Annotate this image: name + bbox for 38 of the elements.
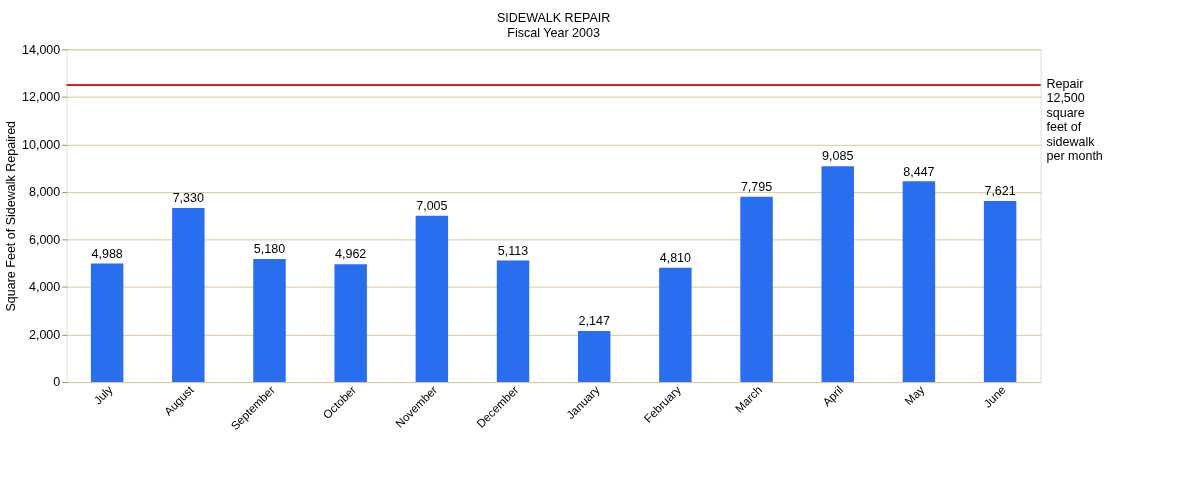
y-tick-label: 14,000 bbox=[22, 42, 61, 57]
data-label: 5,180 bbox=[253, 242, 286, 257]
y-tick-label: 10,000 bbox=[22, 137, 61, 152]
y-tick-label: 6,000 bbox=[28, 232, 61, 247]
chart-subtitle: Fiscal Year 2003 bbox=[507, 25, 600, 40]
y-tick-label: 12,000 bbox=[22, 90, 61, 105]
y-tick-label: 8,000 bbox=[28, 185, 61, 200]
bar bbox=[253, 259, 286, 383]
data-label: 4,810 bbox=[659, 251, 692, 266]
data-label: 7,621 bbox=[984, 184, 1016, 199]
data-label: 7,330 bbox=[172, 191, 205, 206]
y-tick-label: 0 bbox=[53, 375, 61, 390]
bar bbox=[172, 207, 205, 383]
y-tick-label: 4,000 bbox=[28, 280, 61, 295]
bar bbox=[983, 200, 1017, 383]
bar bbox=[496, 260, 530, 383]
data-label: 9,085 bbox=[822, 149, 854, 164]
bar bbox=[334, 264, 367, 383]
ref-line-label: Repair 12,500 square feet of sidewalk per month bbox=[1046, 76, 1103, 164]
chart-title: SIDEWALK REPAIR bbox=[496, 11, 611, 26]
data-label: 8,447 bbox=[903, 164, 935, 179]
bar bbox=[577, 331, 611, 383]
data-label: 4,962 bbox=[335, 247, 367, 262]
data-label: 2,147 bbox=[578, 314, 610, 329]
bar bbox=[415, 215, 449, 383]
bar bbox=[821, 166, 854, 383]
bar bbox=[659, 267, 692, 383]
bar bbox=[902, 181, 936, 383]
data-label: 5,113 bbox=[497, 243, 529, 258]
x-tick-label: May bbox=[902, 383, 927, 408]
bar bbox=[90, 263, 124, 383]
data-label: 4,988 bbox=[91, 246, 123, 261]
y-axis-title: Square Feet of Sidewalk Repaired bbox=[4, 120, 19, 312]
data-label: 7,795 bbox=[740, 180, 773, 195]
bar bbox=[740, 196, 773, 383]
y-tick-label: 2,000 bbox=[28, 327, 61, 342]
x-tick-label: July bbox=[91, 383, 115, 407]
data-label: 7,005 bbox=[416, 198, 448, 213]
